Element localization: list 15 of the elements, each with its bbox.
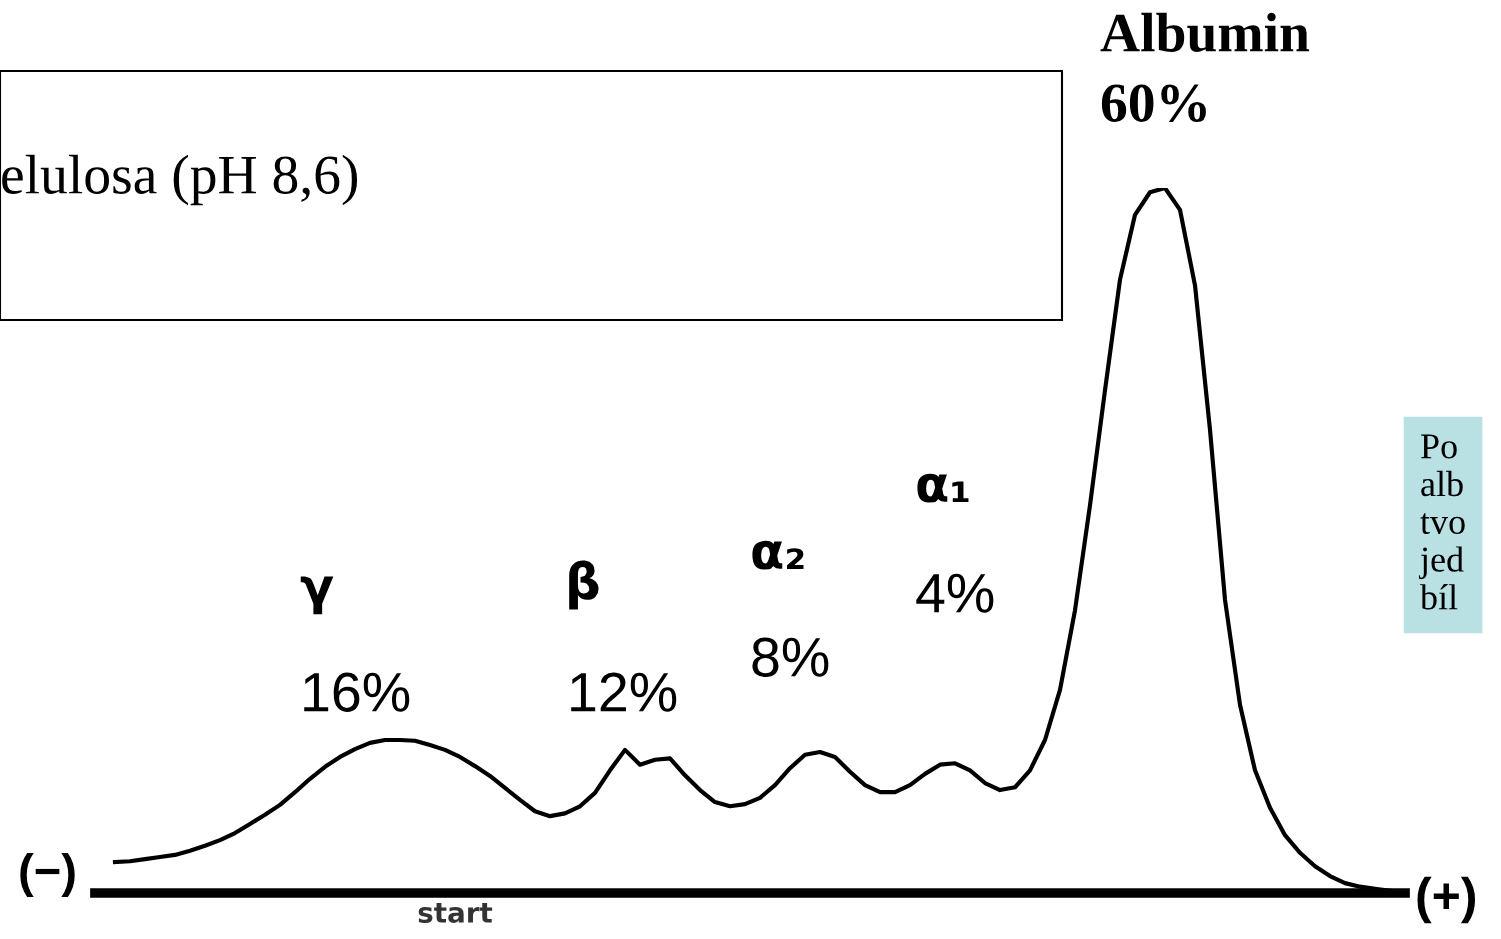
text: 60% <box>1101 84 1206 123</box>
chart-title: elulosa (pH 8,6) <box>2 154 358 206</box>
annotation: 12% <box>571 672 677 712</box>
annotation: 8% <box>752 637 829 677</box>
annotation: β <box>569 560 599 610</box>
text: (−) <box>20 852 75 898</box>
text: (+) <box>1417 876 1476 924</box>
x-axis-title: start <box>418 903 493 923</box>
text: Po alb tvo jed bíl <box>1418 434 1465 610</box>
annotation: 16% <box>304 672 410 712</box>
annotation: γ <box>300 576 334 615</box>
annotation: α₁ <box>917 473 969 503</box>
annotation: α₂ <box>752 540 804 570</box>
annotation: 4% <box>916 573 994 613</box>
text: Albumin <box>1100 12 1310 53</box>
